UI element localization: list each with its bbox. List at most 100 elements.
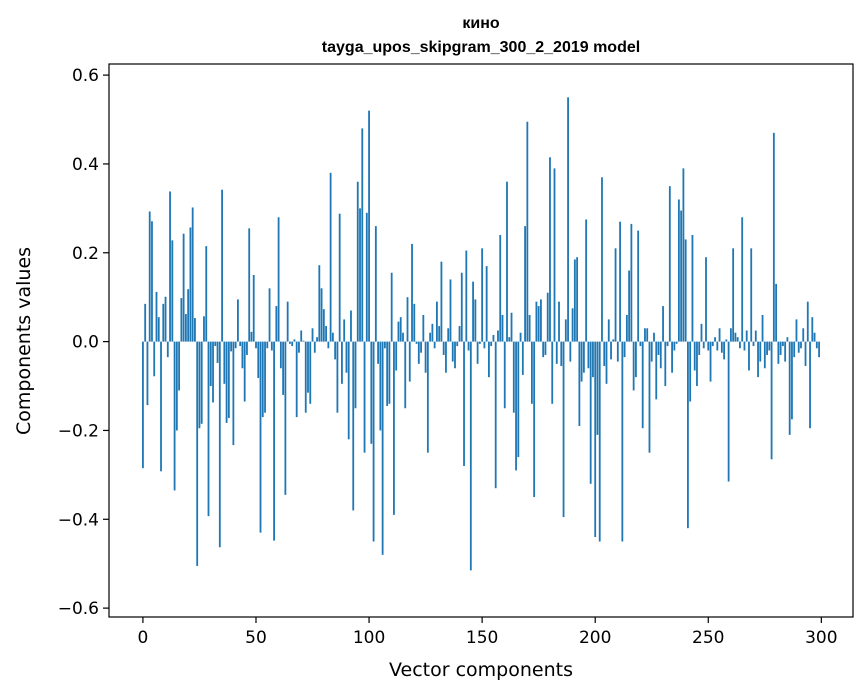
bar-146: [472, 281, 474, 342]
bar-297: [813, 332, 816, 342]
y-tick-label-4: 0.2: [72, 244, 99, 264]
bar-241: [687, 341, 689, 529]
bar-277: [768, 341, 771, 351]
bar-160: [503, 341, 506, 409]
bar-138: [454, 341, 456, 369]
bar-263: [736, 337, 739, 342]
bar-50: [255, 341, 257, 349]
bar-78: [318, 265, 321, 342]
bar-272: [757, 341, 759, 378]
bar-49: [252, 274, 255, 342]
bar-191: [573, 259, 576, 342]
bar-285: [786, 337, 789, 342]
bar-265: [741, 217, 744, 342]
bar-3: [148, 211, 151, 342]
y-tick-label-5: 0.4: [72, 155, 99, 175]
bar-228: [657, 341, 660, 355]
bar-16: [178, 341, 181, 391]
bar-163: [510, 312, 513, 342]
bar-218: [635, 341, 637, 378]
bar-141: [460, 272, 463, 342]
bar-252: [711, 341, 714, 347]
bar-143: [465, 250, 468, 342]
bar-227: [655, 341, 658, 400]
bar-158: [499, 235, 502, 342]
bar-258: [725, 339, 728, 342]
bar-84: [331, 332, 334, 342]
bar-210: [616, 341, 619, 362]
bar-167: [519, 332, 522, 342]
bar-201: [596, 341, 599, 435]
bar-33: [216, 341, 219, 363]
bar-148: [476, 341, 479, 364]
bar-200: [594, 341, 597, 538]
bar-222: [644, 328, 646, 342]
bar-181: [551, 341, 554, 404]
bar-224: [648, 341, 651, 453]
bar-234: [671, 341, 673, 373]
bar-109: [388, 341, 391, 404]
bar-291: [800, 341, 802, 349]
bar-27: [203, 316, 205, 342]
bar-189: [569, 341, 572, 362]
bar-45: [243, 341, 246, 402]
bar-178: [544, 341, 547, 355]
bar-204: [603, 341, 606, 367]
bar-150: [481, 248, 484, 342]
bar-197: [587, 341, 590, 369]
bar-220: [639, 341, 642, 347]
bar-38: [227, 341, 230, 419]
bar-149: [478, 341, 481, 344]
bar-5: [153, 341, 156, 377]
bar-278: [770, 341, 773, 460]
bar-35: [221, 189, 223, 342]
bar-221: [641, 341, 644, 429]
bar-123: [420, 341, 422, 353]
bar-86: [336, 341, 339, 413]
bar-295: [809, 341, 811, 429]
bar-70: [300, 330, 303, 342]
bar-194: [580, 341, 583, 382]
bar-182: [553, 168, 556, 342]
bar-69: [298, 341, 300, 353]
bar-196: [585, 219, 588, 342]
bar-47: [248, 228, 251, 342]
bar-31: [212, 341, 214, 403]
x-tick-label-0: 0: [138, 628, 149, 648]
bar-44: [241, 341, 244, 369]
x-axis-label: Vector components: [389, 659, 573, 681]
bar-134: [445, 341, 447, 373]
bar-97: [361, 128, 364, 342]
bar-131: [438, 326, 441, 342]
x-tick-label-100: 100: [353, 628, 385, 648]
bar-232: [666, 341, 669, 347]
bar-266: [743, 341, 746, 351]
bar-66: [291, 341, 294, 347]
bar-177: [542, 341, 545, 358]
bar-249: [705, 257, 707, 342]
bar-135: [447, 328, 450, 342]
bar-246: [698, 341, 701, 355]
bar-185: [560, 341, 563, 367]
bar-79: [320, 288, 323, 342]
bar-261: [732, 248, 735, 342]
bar-22: [191, 207, 194, 342]
bar-29: [207, 341, 210, 517]
bar-195: [582, 341, 585, 373]
bar-91: [347, 341, 350, 440]
bar-271: [754, 330, 757, 342]
bar-169: [524, 226, 526, 342]
bar-216: [630, 223, 633, 342]
bar-284: [784, 341, 787, 362]
bar-100: [368, 110, 370, 342]
bar-118: [408, 341, 411, 382]
bar-92: [350, 310, 352, 342]
bar-63: [284, 341, 287, 495]
bar-188: [567, 97, 569, 342]
bar-25: [198, 341, 201, 429]
x-tick-label-300: 300: [805, 628, 837, 648]
bar-72: [304, 341, 307, 413]
bar-94: [354, 341, 357, 409]
bar-183: [555, 341, 558, 364]
